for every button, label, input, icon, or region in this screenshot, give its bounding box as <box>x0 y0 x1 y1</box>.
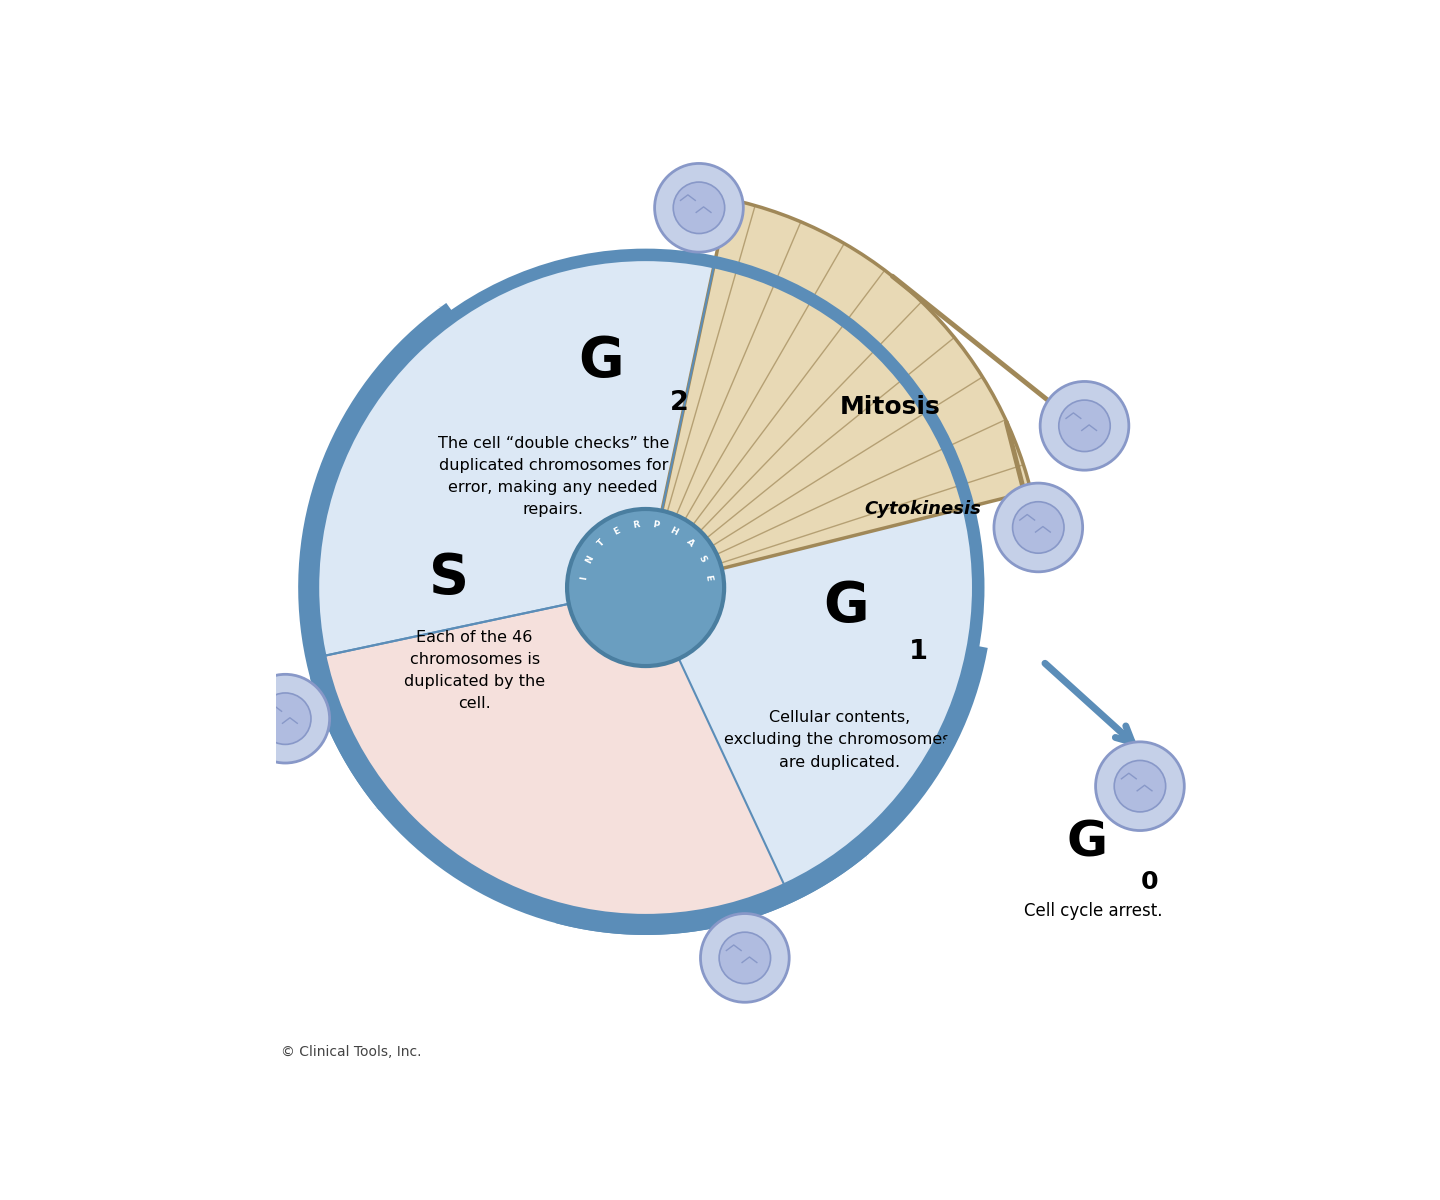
Text: $\mathbf{G}$: $\mathbf{G}$ <box>577 334 621 388</box>
Text: Each of the 46
chromosomes is
duplicated by the
cell.: Each of the 46 chromosomes is duplicated… <box>405 630 546 712</box>
Wedge shape <box>320 588 786 920</box>
Text: Cellular contents,
excluding the chromosomes,
are duplicated.: Cellular contents, excluding the chromos… <box>724 710 956 769</box>
Text: P: P <box>651 521 660 530</box>
Text: $\mathbf{_1}$: $\mathbf{_1}$ <box>909 624 927 662</box>
Text: © Clinical Tools, Inc.: © Clinical Tools, Inc. <box>281 1045 420 1058</box>
Text: The cell “double checks” the
duplicated chromosomes for
error, making any needed: The cell “double checks” the duplicated … <box>438 436 670 517</box>
Circle shape <box>1040 382 1129 470</box>
Circle shape <box>1115 761 1165 812</box>
Text: H: H <box>668 526 680 538</box>
Wedge shape <box>645 508 978 889</box>
Text: $\mathbf{G}$: $\mathbf{G}$ <box>1066 817 1106 865</box>
Circle shape <box>567 509 724 666</box>
Circle shape <box>240 674 330 763</box>
Text: $\mathbf{G}$: $\mathbf{G}$ <box>822 578 865 634</box>
Wedge shape <box>312 254 714 656</box>
Text: S: S <box>696 554 707 564</box>
Circle shape <box>719 932 770 984</box>
Text: Cytokinesis: Cytokinesis <box>864 500 981 518</box>
Text: Mitosis: Mitosis <box>840 395 940 419</box>
Circle shape <box>674 182 724 234</box>
Circle shape <box>700 913 789 1002</box>
Circle shape <box>655 163 743 252</box>
Text: A: A <box>684 538 696 548</box>
Text: E: E <box>703 574 713 582</box>
Text: R: R <box>632 521 639 530</box>
Circle shape <box>259 692 311 744</box>
Text: E: E <box>612 526 622 536</box>
Circle shape <box>1012 502 1064 553</box>
Text: N: N <box>583 553 595 564</box>
Text: $\mathbf{_2}$: $\mathbf{_2}$ <box>668 374 687 413</box>
Text: $\mathbf{S}$: $\mathbf{S}$ <box>428 551 467 605</box>
Circle shape <box>994 484 1083 572</box>
Text: I: I <box>579 575 589 580</box>
Circle shape <box>1096 742 1184 830</box>
Text: T: T <box>596 538 606 548</box>
Wedge shape <box>645 199 1031 588</box>
Circle shape <box>1058 400 1110 451</box>
Text: Cell cycle arrest.: Cell cycle arrest. <box>1024 902 1164 920</box>
Text: $\mathbf{_0}$: $\mathbf{_0}$ <box>1140 857 1159 890</box>
